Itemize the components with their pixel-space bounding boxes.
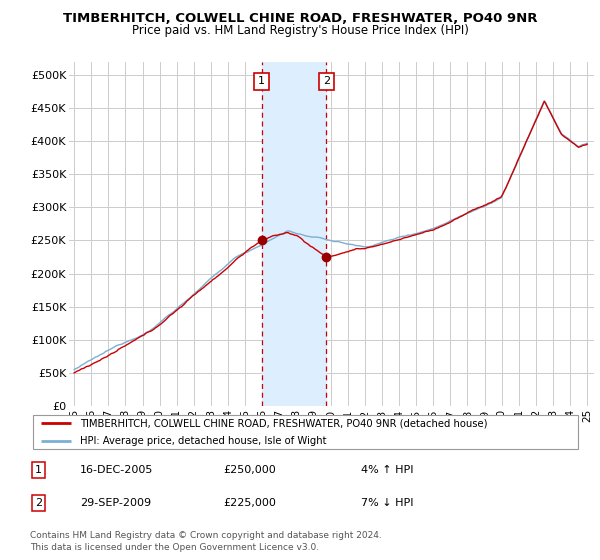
Text: Contains HM Land Registry data © Crown copyright and database right 2024.
This d: Contains HM Land Registry data © Crown c… bbox=[30, 531, 382, 552]
Text: 16-DEC-2005: 16-DEC-2005 bbox=[80, 465, 153, 475]
Text: 1: 1 bbox=[258, 77, 265, 86]
Text: £250,000: £250,000 bbox=[223, 465, 276, 475]
Text: 29-SEP-2009: 29-SEP-2009 bbox=[80, 498, 151, 508]
FancyBboxPatch shape bbox=[33, 414, 578, 449]
Text: HPI: Average price, detached house, Isle of Wight: HPI: Average price, detached house, Isle… bbox=[80, 436, 326, 446]
Text: TIMBERHITCH, COLWELL CHINE ROAD, FRESHWATER, PO40 9NR (detached house): TIMBERHITCH, COLWELL CHINE ROAD, FRESHWA… bbox=[80, 418, 487, 428]
Text: Price paid vs. HM Land Registry's House Price Index (HPI): Price paid vs. HM Land Registry's House … bbox=[131, 24, 469, 36]
Bar bbox=[262, 62, 326, 406]
Text: £225,000: £225,000 bbox=[223, 498, 276, 508]
Text: 7% ↓ HPI: 7% ↓ HPI bbox=[361, 498, 414, 508]
Text: 2: 2 bbox=[35, 498, 42, 508]
Text: 2: 2 bbox=[323, 77, 330, 86]
Text: 1: 1 bbox=[35, 465, 42, 475]
Text: 4% ↑ HPI: 4% ↑ HPI bbox=[361, 465, 414, 475]
Text: TIMBERHITCH, COLWELL CHINE ROAD, FRESHWATER, PO40 9NR: TIMBERHITCH, COLWELL CHINE ROAD, FRESHWA… bbox=[63, 12, 537, 25]
